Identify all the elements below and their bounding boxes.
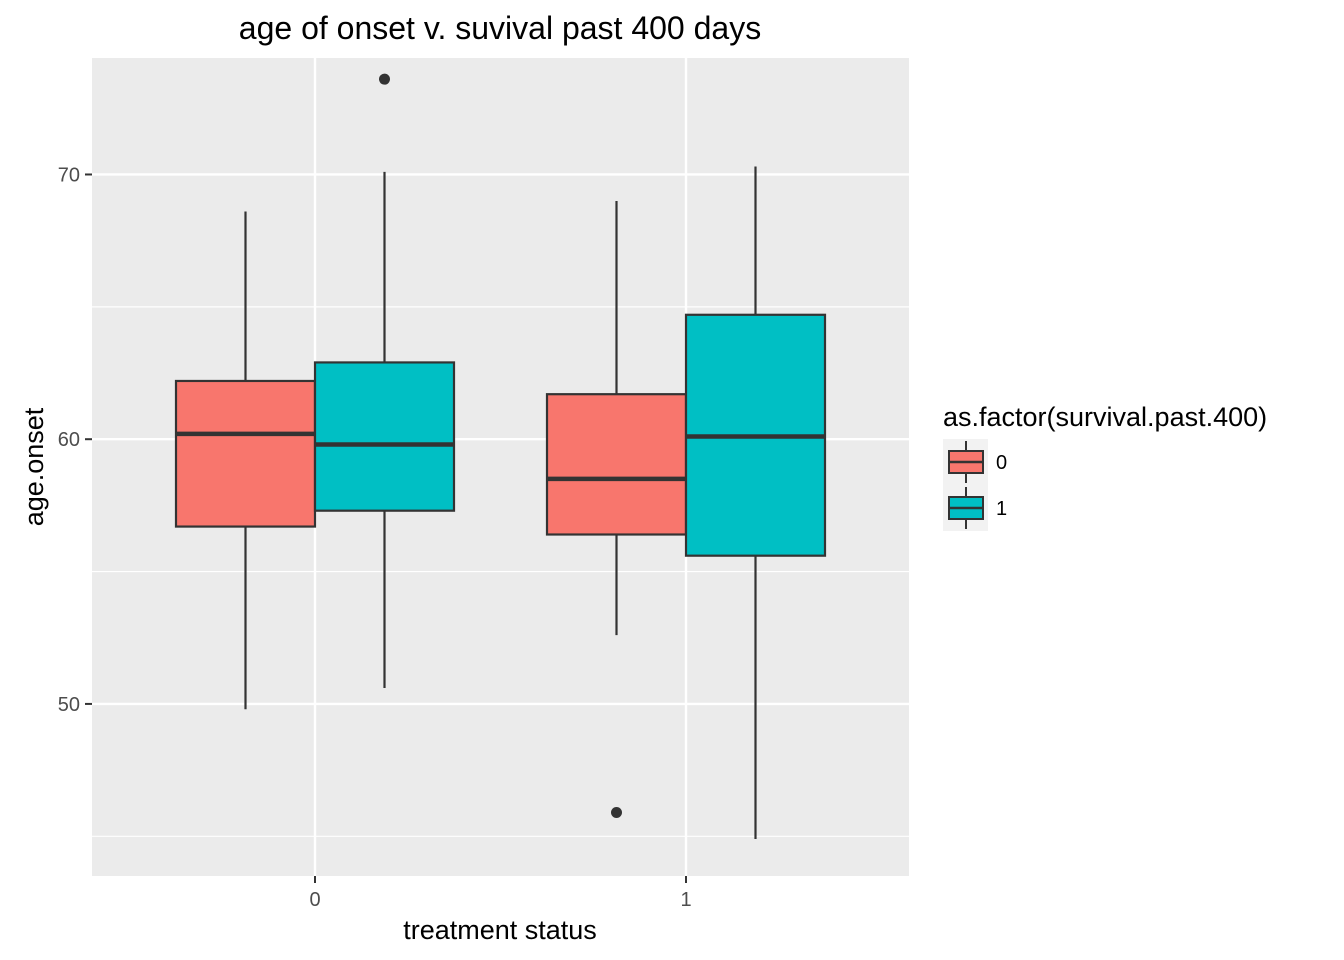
legend-item-0: 0 [943, 439, 1007, 485]
x-tick-label: 0 [309, 889, 320, 911]
y-tick-label: 50 [58, 694, 80, 716]
legend-title: as.factor(survival.past.400) [943, 402, 1267, 432]
y-axis: 50 60 70 [58, 164, 92, 716]
y-tick-label: 70 [58, 164, 80, 186]
outlier-point [611, 806, 622, 818]
box-1-treatment-1 [684, 166, 827, 839]
outlier-point [379, 73, 390, 85]
box-rect [313, 361, 456, 512]
box-layer [174, 73, 827, 839]
chart-title: age of onset v. suvival past 400 days [239, 10, 761, 46]
y-tick-label: 60 [58, 429, 80, 451]
legend-label: 1 [996, 498, 1007, 520]
box-1-treatment-0 [313, 73, 456, 689]
legend-label: 0 [996, 452, 1007, 474]
box-0-treatment-1 [545, 200, 688, 818]
legend-item-1: 1 [943, 485, 1007, 531]
x-tick-label: 1 [680, 889, 691, 911]
box-rect [545, 393, 688, 536]
y-axis-title: age.onset [19, 407, 49, 526]
legend-keys: 01 [943, 439, 1007, 531]
legend: as.factor(survival.past.400) 01 [943, 402, 1267, 531]
box-0-treatment-0 [174, 211, 317, 710]
grid-lines [92, 58, 909, 876]
x-axis-title: treatment status [403, 915, 597, 945]
box-rect [174, 379, 317, 528]
